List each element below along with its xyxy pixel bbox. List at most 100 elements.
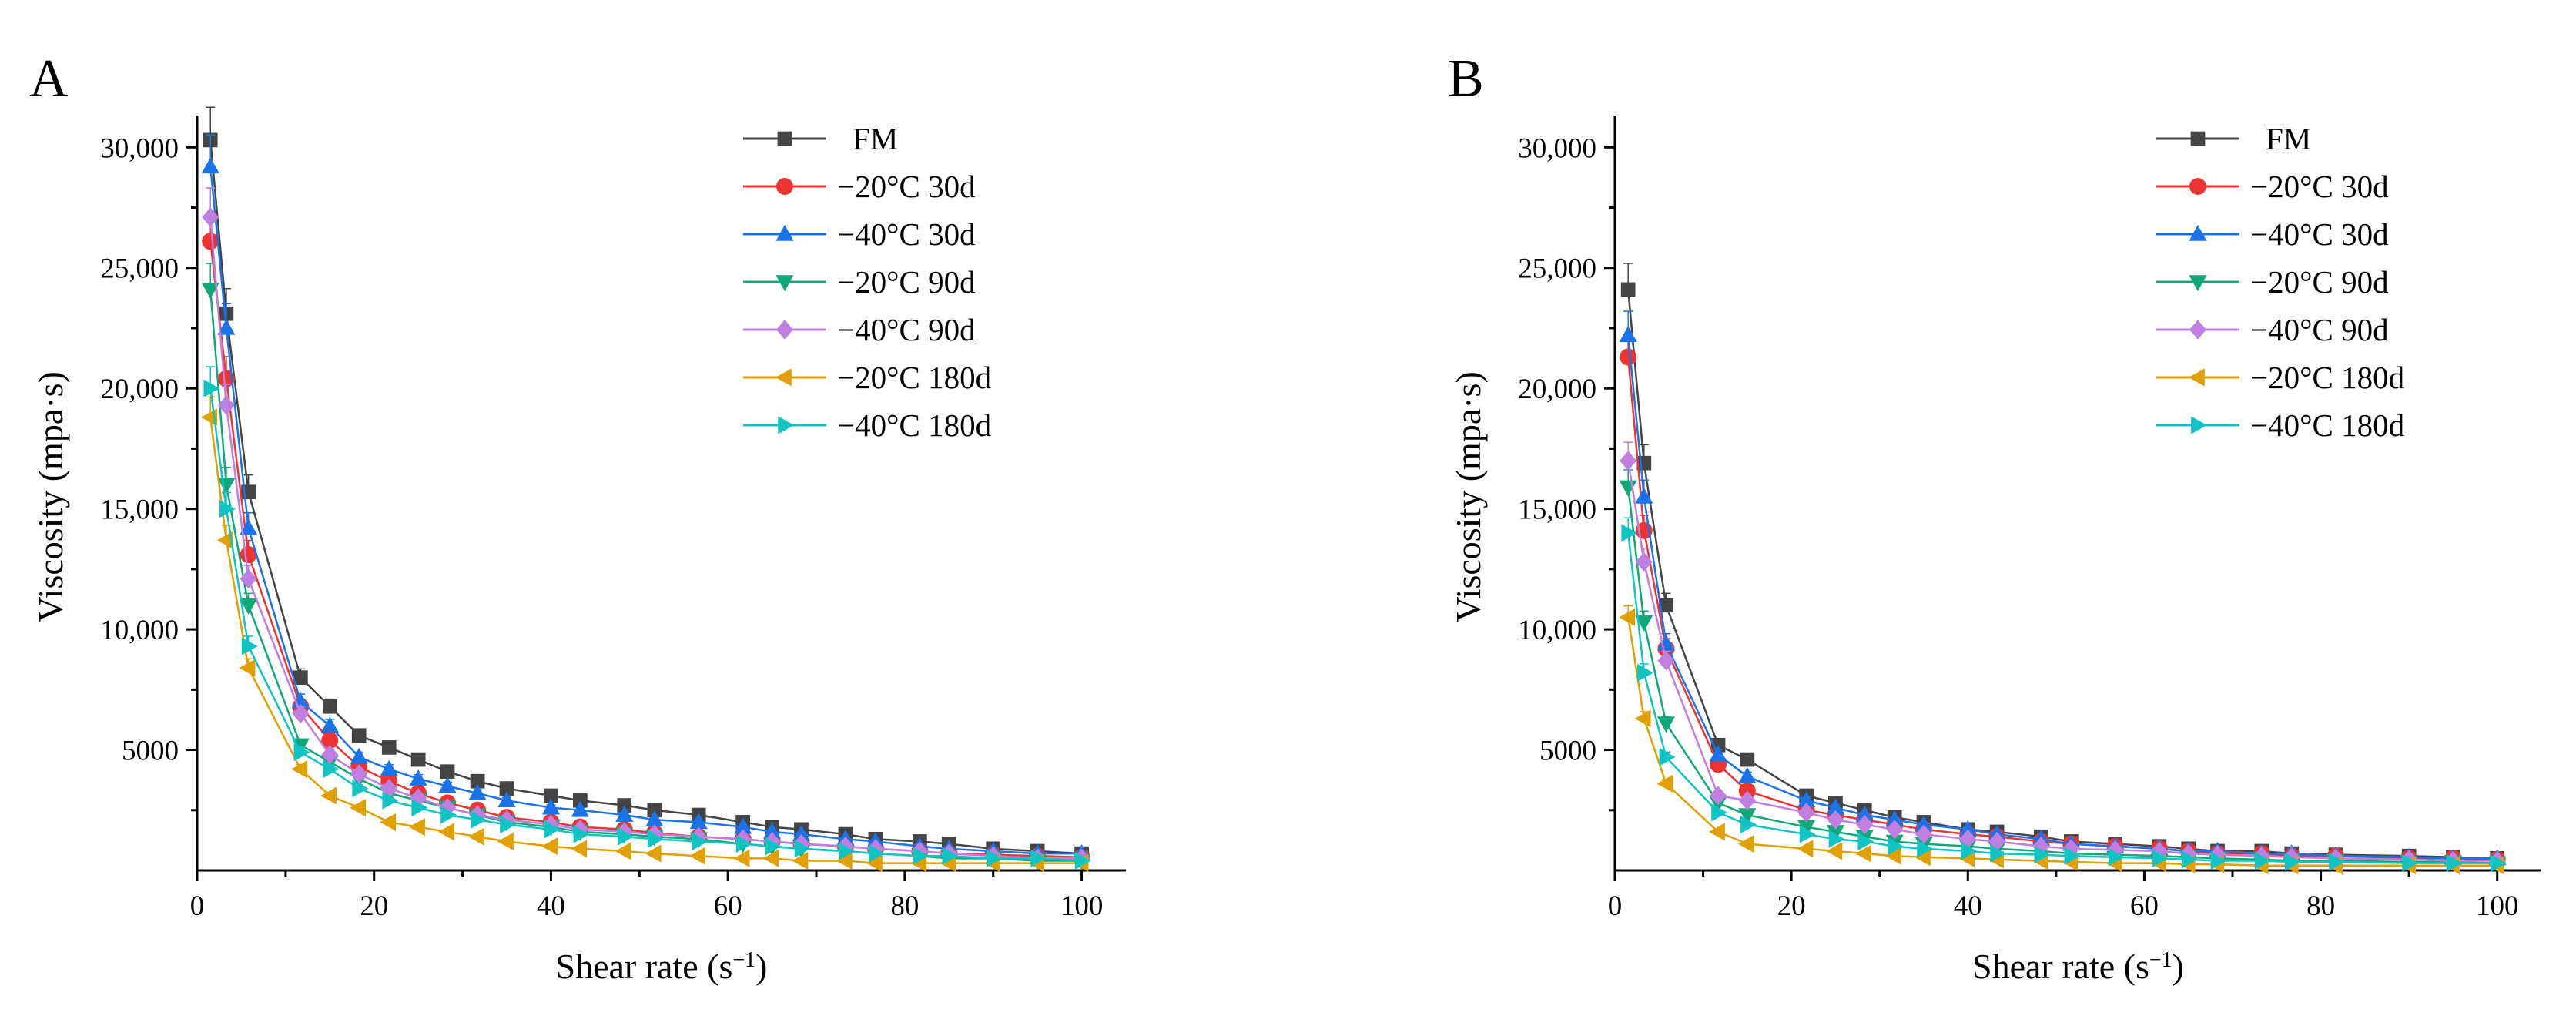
x-tick-label: 20	[360, 890, 388, 922]
legend-item-minus40c-180d: −40°C 180d	[743, 407, 991, 443]
data-point	[1855, 805, 1874, 822]
data-point	[1797, 803, 1815, 823]
data-point	[1827, 810, 1844, 830]
data-point	[1619, 480, 1637, 497]
data-point	[792, 851, 809, 870]
data-point	[1740, 752, 1755, 767]
data-point	[1659, 748, 1676, 766]
data-point	[692, 832, 708, 851]
data-point	[866, 854, 883, 873]
data-point	[321, 745, 339, 765]
data-point	[648, 830, 664, 848]
data-point	[1799, 825, 1816, 843]
data-point	[689, 813, 708, 830]
data-point	[352, 780, 369, 798]
panel-letter: A	[29, 49, 69, 109]
data-point	[410, 752, 426, 767]
data-point	[1915, 824, 1932, 844]
data-point	[541, 798, 560, 815]
data-point	[913, 847, 930, 865]
data-point	[2329, 853, 2346, 871]
data-point	[733, 849, 750, 867]
legend-item-minus20c-90d: −20°C 90d	[2156, 264, 2389, 300]
data-point	[541, 837, 558, 856]
data-point	[321, 732, 339, 749]
data-point	[291, 760, 308, 779]
legend-marker	[776, 178, 793, 195]
x-tick-label: 20	[1777, 890, 1806, 922]
data-point	[411, 799, 428, 817]
x-tick-label: 100	[1060, 890, 1104, 922]
data-point	[1637, 663, 1653, 682]
data-point	[240, 568, 257, 589]
data-point	[1855, 844, 1872, 863]
data-point	[2108, 848, 2125, 867]
data-point	[1711, 803, 1728, 822]
data-point	[1990, 844, 2007, 863]
legend-item-minus40c-90d: −40°C 90d	[2156, 312, 2389, 347]
data-point	[839, 842, 856, 860]
data-point	[1961, 842, 1978, 860]
series-minus20c-90d	[1619, 469, 2507, 873]
legend-item-minus20c-90d: −20°C 90d	[743, 264, 976, 300]
data-point	[1738, 808, 1757, 825]
data-point	[2152, 849, 2169, 867]
legend-label: −20°C 90d	[837, 264, 976, 300]
data-point	[836, 851, 853, 870]
data-point	[1740, 815, 1757, 834]
data-point	[1709, 745, 1727, 762]
data-point	[219, 500, 236, 518]
legend-label: −40°C 180d	[837, 407, 991, 443]
data-point	[1797, 820, 1816, 837]
data-point	[544, 788, 558, 803]
data-point	[765, 837, 782, 856]
data-point	[351, 728, 367, 743]
legend-label: −20°C 180d	[837, 360, 991, 395]
legend-label: −20°C 30d	[837, 169, 976, 204]
data-point	[573, 825, 590, 843]
data-point	[409, 769, 427, 786]
data-point	[1620, 282, 1636, 297]
data-point	[2209, 845, 2226, 865]
data-point	[1826, 798, 1844, 815]
data-point	[499, 781, 514, 796]
y-tick-label: 30,000	[100, 132, 179, 164]
data-point	[1738, 790, 1756, 810]
data-point	[1885, 847, 1901, 865]
data-point	[734, 817, 752, 834]
data-point	[382, 791, 399, 810]
legend-item-fm: FM	[743, 121, 898, 156]
data-point	[320, 716, 339, 733]
legend-marker	[776, 320, 793, 340]
data-point	[381, 740, 397, 755]
data-point	[794, 840, 811, 858]
legend-marker	[775, 224, 794, 241]
data-point	[1656, 634, 1676, 651]
data-point	[240, 518, 258, 535]
data-point	[1708, 823, 1725, 841]
series-line	[1626, 487, 2497, 864]
data-point	[1659, 598, 1673, 613]
x-axis-title: Shear rate (s−1)	[1972, 947, 2184, 986]
legend-marker	[777, 131, 792, 146]
legend-marker	[2189, 178, 2206, 195]
y-tick-label: 20,000	[100, 374, 179, 405]
data-point	[792, 824, 811, 841]
legend-marker	[2188, 368, 2205, 387]
data-point	[1857, 832, 1874, 851]
x-tick-label: 40	[1954, 890, 1982, 922]
x-tick-label: 60	[714, 890, 742, 922]
y-tick-label: 25,000	[100, 253, 179, 285]
data-point	[1737, 835, 1754, 853]
y-tick-label: 5000	[122, 736, 179, 767]
series-minus40c-180d	[203, 366, 1091, 870]
data-point	[1828, 830, 1845, 848]
data-point	[1657, 651, 1675, 671]
data-point	[2446, 854, 2463, 873]
y-tick-label: 25,000	[1518, 253, 1596, 285]
data-point	[2064, 847, 2081, 865]
data-point	[500, 815, 517, 834]
x-tick-label: 40	[537, 890, 565, 922]
data-point	[645, 810, 664, 827]
data-point	[572, 793, 588, 808]
